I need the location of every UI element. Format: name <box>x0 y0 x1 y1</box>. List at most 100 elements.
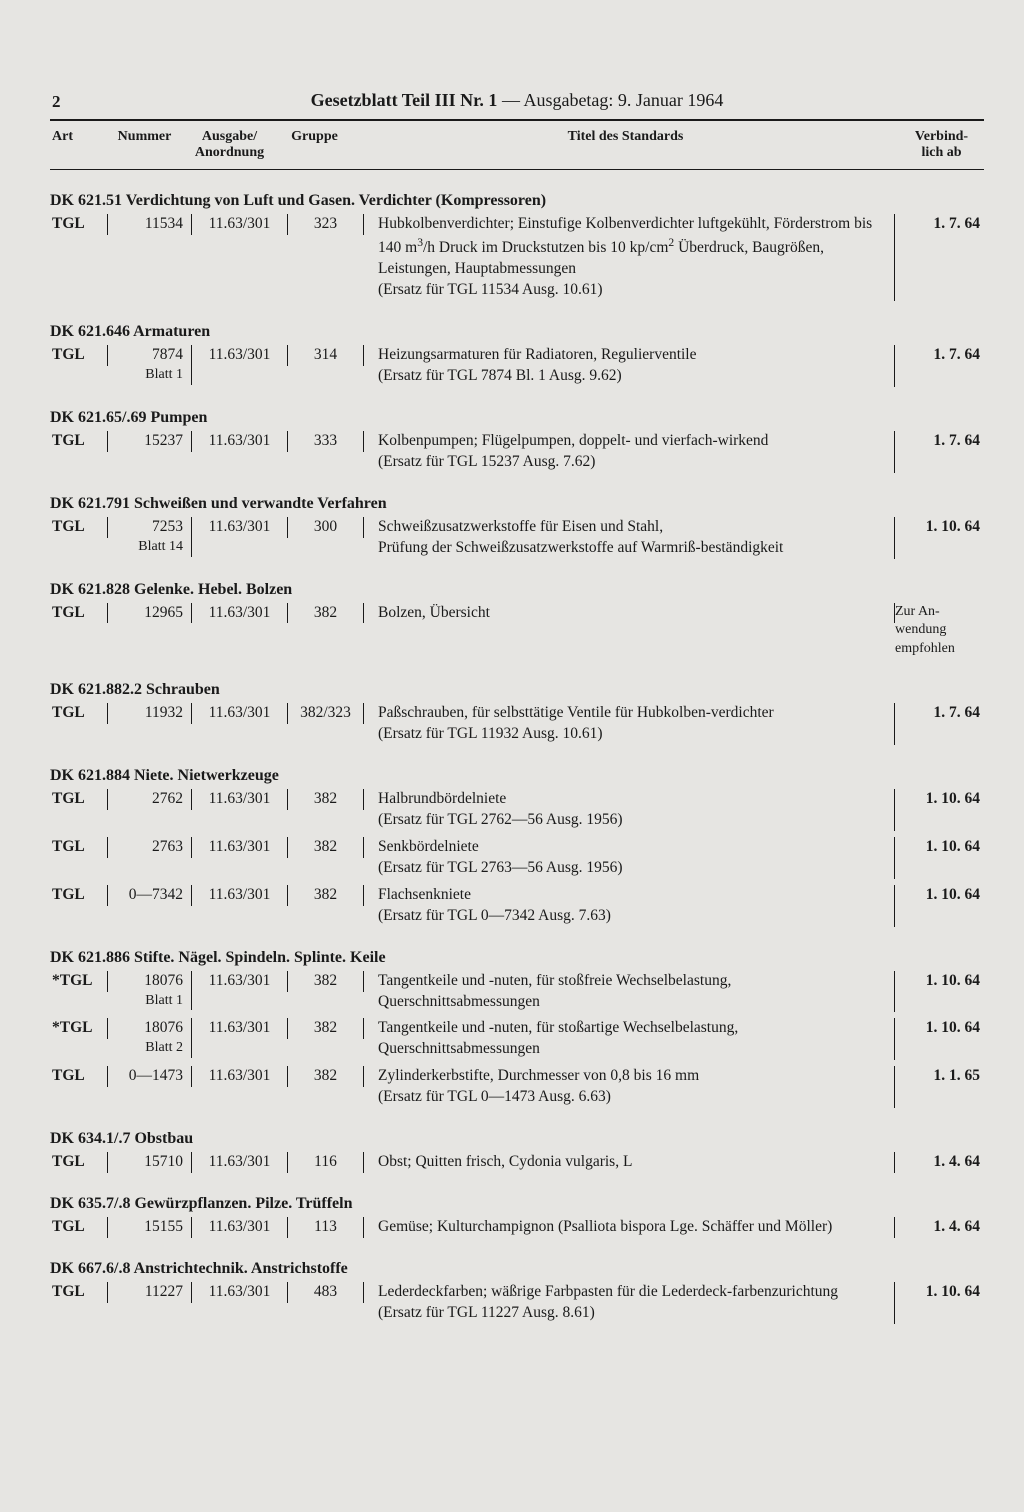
cell-art: TGL <box>50 345 108 366</box>
cell-art: TGL <box>50 885 108 906</box>
section: DK 621.828 Gelenke. Hebel. Bolzen TGL1296… <box>50 581 984 660</box>
section: DK 634.1/.7 ObstbauTGL1571011.63/301116O… <box>50 1130 984 1173</box>
cell-nummer: 2762 <box>108 789 192 810</box>
cell-gruppe: 382/323 <box>288 703 364 724</box>
section: DK 621.884 Niete. NietwerkzeugeTGL276211… <box>50 767 984 927</box>
table-row: TGL7874Blatt 111.63/301314Heizungsarmatu… <box>50 345 984 387</box>
table-row: TGL7253Blatt 1411.63/301300Schweißzusatz… <box>50 517 984 559</box>
cell-gruppe: 382 <box>288 971 364 992</box>
cell-verbindlich: 1. 7. 64 <box>895 345 984 366</box>
cell-titel: Lederdeckfarben; wäßrige Farbpasten für … <box>364 1282 895 1324</box>
cell-nummer: 18076Blatt 1 <box>108 971 192 1011</box>
section: DK 621.791 Schweißen und verwandte Verfa… <box>50 495 984 559</box>
cell-titel: Hubkolbenverdichter; Einstufige Kolbenve… <box>364 214 895 301</box>
section-heading: DK 667.6/.8 Anstrichtechnik. Anstrichsto… <box>50 1260 984 1278</box>
cell-ausgabe: 11.63/301 <box>192 603 288 624</box>
col-header-titel: Titel des Standards <box>352 129 899 161</box>
cell-nummer: 0—1473 <box>108 1066 192 1087</box>
section-heading: DK 621.51 Verdichtung von Luft und Gasen… <box>50 192 984 210</box>
cell-nummer: 15155 <box>108 1217 192 1238</box>
cell-art: TGL <box>50 603 108 624</box>
cell-titel: Heizungsarmaturen für Radiatoren, Reguli… <box>364 345 895 387</box>
section: DK 621.65/.69 PumpenTGL1523711.63/301333… <box>50 409 984 473</box>
cell-verbindlich: 1. 4. 64 <box>895 1217 984 1238</box>
cell-art: TGL <box>50 1217 108 1238</box>
cell-titel: Obst; Quitten frisch, Cydonia vulgaris, … <box>364 1152 895 1173</box>
cell-ausgabe: 11.63/301 <box>192 885 288 906</box>
table-row: TGL1153411.63/301323Hubkolbenverdichter;… <box>50 214 984 301</box>
section: DK 621.886 Stifte. Nägel. Spindeln. Spli… <box>50 949 984 1109</box>
cell-nummer: 15237 <box>108 431 192 452</box>
cell-gruppe: 382 <box>288 885 364 906</box>
page-number: 2 <box>52 92 61 112</box>
cell-titel: Zylinderkerbstifte, Durchmesser von 0,8 … <box>364 1066 895 1108</box>
cell-verbindlich: 1. 10. 64 <box>895 837 984 858</box>
cell-verbindlich: 1. 7. 64 <box>895 703 984 724</box>
section-heading: DK 621.828 Gelenke. Hebel. Bolzen <box>50 581 984 599</box>
cell-gruppe: 382 <box>288 789 364 810</box>
cell-titel: Schweißzusatzwerkstoffe für Eisen und St… <box>364 517 895 559</box>
col-header-ausgabe: Ausgabe/ Anordnung <box>182 129 277 161</box>
section: DK 635.7/.8 Gewürzpflanzen. Pilze. Trüff… <box>50 1195 984 1238</box>
cell-verbindlich: 1. 10. 64 <box>895 789 984 810</box>
section: DK 621.646 Armaturen TGL7874Blatt 111.63/… <box>50 323 984 387</box>
cell-verbindlich: 1. 7. 64 <box>895 214 984 235</box>
cell-ausgabe: 11.63/301 <box>192 1152 288 1173</box>
cell-ausgabe: 11.63/301 <box>192 345 288 366</box>
section-heading: DK 621.646 Armaturen <box>50 323 984 341</box>
cell-gruppe: 382 <box>288 837 364 858</box>
cell-gruppe: 323 <box>288 214 364 235</box>
cell-art: TGL <box>50 431 108 452</box>
cell-verbindlich: 1. 10. 64 <box>895 1282 984 1303</box>
cell-titel: Flachsenkniete(Ersatz für TGL 0—7342 Aus… <box>364 885 895 927</box>
cell-verbindlich: 1. 10. 64 <box>895 1018 984 1039</box>
cell-art: TGL <box>50 1282 108 1303</box>
table-row: TGL1296511.63/301382Bolzen, ÜbersichtZur… <box>50 603 984 660</box>
cell-gruppe: 382 <box>288 1066 364 1087</box>
cell-art: TGL <box>50 1152 108 1173</box>
section-heading: DK 621.65/.69 Pumpen <box>50 409 984 427</box>
cell-nummer: 15710 <box>108 1152 192 1173</box>
cell-art: TGL <box>50 789 108 810</box>
col-header-art: Art <box>50 129 107 161</box>
header-title-bold: Gesetzblatt Teil III Nr. 1 <box>311 90 498 110</box>
cell-blatt: Blatt 1 <box>108 992 183 1011</box>
document-page: 2 Gesetzblatt Teil III Nr. 1 — Ausgabeta… <box>0 0 1024 1512</box>
cell-blatt: Blatt 14 <box>108 538 183 557</box>
section-heading: DK 621.882.2 Schrauben <box>50 681 984 699</box>
cell-ausgabe: 11.63/301 <box>192 971 288 992</box>
col-header-verbindlich: Verbind- lich ab <box>899 129 984 161</box>
cell-nummer: 18076Blatt 2 <box>108 1018 192 1058</box>
table-row: *TGL18076Blatt 211.63/301382Tangentkeile… <box>50 1018 984 1060</box>
section: DK 621.882.2 SchraubenTGL1193211.63/3013… <box>50 681 984 745</box>
cell-verbindlich: 1. 7. 64 <box>895 431 984 452</box>
cell-ausgabe: 11.63/301 <box>192 837 288 858</box>
cell-titel: Tangentkeile und -nuten, für stoßartige … <box>364 1018 895 1060</box>
cell-art: *TGL <box>50 1018 108 1039</box>
cell-ausgabe: 11.63/301 <box>192 1018 288 1039</box>
section-heading: DK 621.884 Niete. Nietwerkzeuge <box>50 767 984 785</box>
table-row: TGL276211.63/301382Halbrundbördelniete(E… <box>50 789 984 831</box>
cell-nummer: 11534 <box>108 214 192 235</box>
cell-nummer: 12965 <box>108 603 192 624</box>
cell-titel: Bolzen, Übersicht <box>364 603 895 624</box>
cell-titel: Tangentkeile und -nuten, für stoßfreie W… <box>364 971 895 1013</box>
cell-verbindlich: 1. 10. 64 <box>895 517 984 538</box>
cell-ausgabe: 11.63/301 <box>192 789 288 810</box>
cell-verbindlich: 1. 1. 65 <box>895 1066 984 1087</box>
cell-titel: Senkbördelniete(Ersatz für TGL 2763—56 A… <box>364 837 895 879</box>
cell-art: TGL <box>50 1066 108 1087</box>
cell-ausgabe: 11.63/301 <box>192 1282 288 1303</box>
column-headers: Art Nummer Ausgabe/ Anordnung Gruppe Tit… <box>50 121 984 170</box>
section-heading: DK 621.791 Schweißen und verwandte Verfa… <box>50 495 984 513</box>
cell-nummer: 0—7342 <box>108 885 192 906</box>
section-heading: DK 634.1/.7 Obstbau <box>50 1130 984 1148</box>
cell-ausgabe: 11.63/301 <box>192 431 288 452</box>
cell-art: TGL <box>50 703 108 724</box>
table-row: *TGL18076Blatt 111.63/301382Tangentkeile… <box>50 971 984 1013</box>
cell-gruppe: 300 <box>288 517 364 538</box>
cell-ausgabe: 11.63/301 <box>192 1066 288 1087</box>
cell-nummer: 11227 <box>108 1282 192 1303</box>
cell-gruppe: 382 <box>288 1018 364 1039</box>
cell-verbindlich: 1. 10. 64 <box>895 885 984 906</box>
